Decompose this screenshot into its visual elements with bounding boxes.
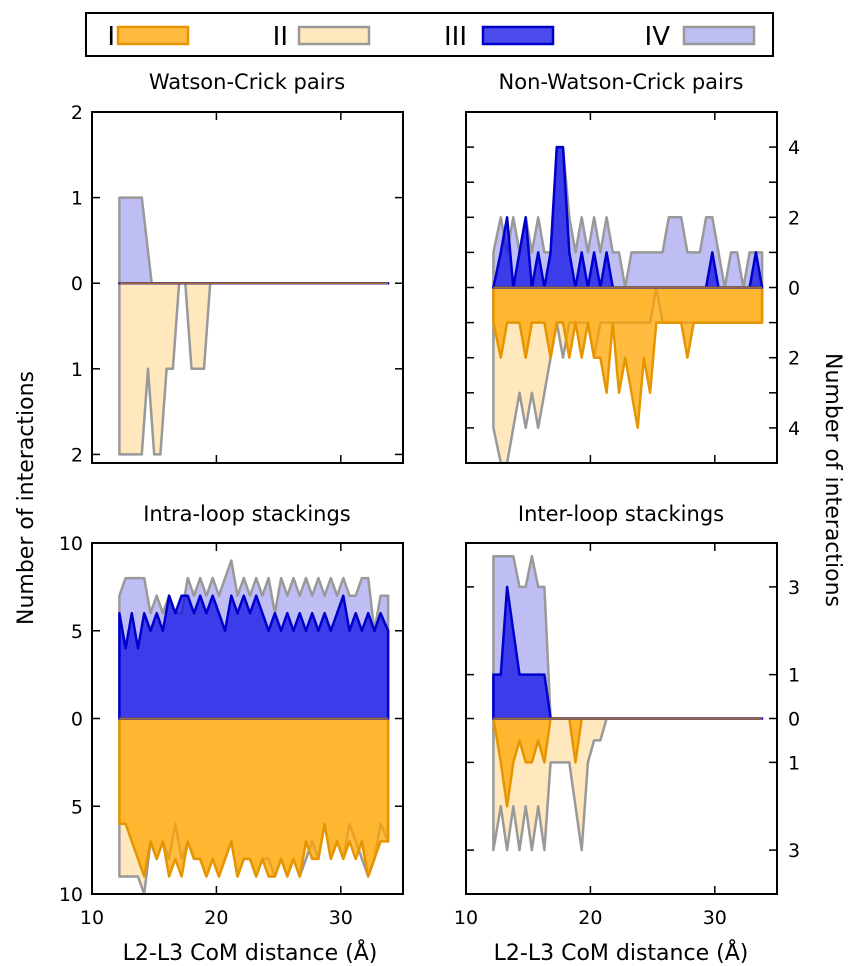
series-iv-area xyxy=(118,196,390,285)
xtick-label: 20 xyxy=(578,907,602,929)
xtick-label: 30 xyxy=(703,907,727,929)
panel-title-non-watson-crick: Non-Watson-Crick pairs xyxy=(499,70,744,94)
panel-title-inter-loop: Inter-loop stackings xyxy=(518,502,724,526)
series-iv-area xyxy=(492,145,764,289)
xtick-label: 10 xyxy=(454,907,478,929)
y-axis-label-left: Number of interactions xyxy=(14,371,39,625)
ytick-label: 2 xyxy=(788,348,800,370)
ytick-label: 0 xyxy=(788,278,800,300)
ytick-label: 4 xyxy=(788,137,800,159)
legend: I II III IV xyxy=(85,12,774,57)
ytick-label: 1 xyxy=(788,752,800,774)
ytick-label: 2 xyxy=(71,102,83,124)
xtick-label: 10 xyxy=(80,907,104,929)
x-axis-label-left: L2-L3 CoM distance (Å) xyxy=(123,939,378,966)
legend-frame xyxy=(85,12,774,57)
panel-title-watson-crick: Watson-Crick pairs xyxy=(149,70,345,94)
legend-swatch-i xyxy=(116,25,190,46)
panel-watson-crick: 2 1 0 1 2 xyxy=(71,102,404,466)
ytick-label: 1 xyxy=(71,359,83,381)
x-axis-label-right: L2-L3 CoM distance (Å) xyxy=(494,939,749,966)
legend-label-i: I xyxy=(107,22,115,52)
ytick-label: 2 xyxy=(71,444,83,466)
series-ii-area xyxy=(118,281,390,456)
xtick-label: 20 xyxy=(204,907,228,929)
series-i-area xyxy=(118,717,390,878)
ytick-label: 4 xyxy=(788,418,800,440)
legend-label-iii: III xyxy=(444,22,467,52)
panel-non-watson-crick: 4 2 0 2 4 xyxy=(465,111,800,464)
ytick-label: 1 xyxy=(788,665,800,687)
ytick-label: 5 xyxy=(71,621,83,643)
legend-swatch-ii xyxy=(297,25,371,46)
ytick-label: 10 xyxy=(59,533,83,555)
legend-label-ii: II xyxy=(273,22,288,52)
ytick-label: 0 xyxy=(71,709,83,731)
legend-swatch-iii xyxy=(481,25,555,46)
y-axis-label-right: Number of interactions xyxy=(820,353,845,607)
ytick-label: 1 xyxy=(71,188,83,210)
series-iii-area xyxy=(118,594,390,720)
ytick-label: 5 xyxy=(71,796,83,818)
legend-label-iv: IV xyxy=(645,22,671,52)
ytick-label: 3 xyxy=(788,840,800,862)
panel-title-intra-loop: Intra-loop stackings xyxy=(143,502,351,526)
ytick-label: 3 xyxy=(788,577,800,599)
xtick-label: 30 xyxy=(329,907,353,929)
series-ii-area xyxy=(492,717,764,852)
plot-frame xyxy=(91,111,404,464)
ytick-label: 0 xyxy=(71,273,83,295)
ytick-label: 10 xyxy=(59,884,83,906)
legend-swatch-iv xyxy=(682,25,756,46)
series-i-area xyxy=(492,286,764,430)
ytick-label: 0 xyxy=(788,709,800,731)
ytick-label: 2 xyxy=(788,207,800,229)
